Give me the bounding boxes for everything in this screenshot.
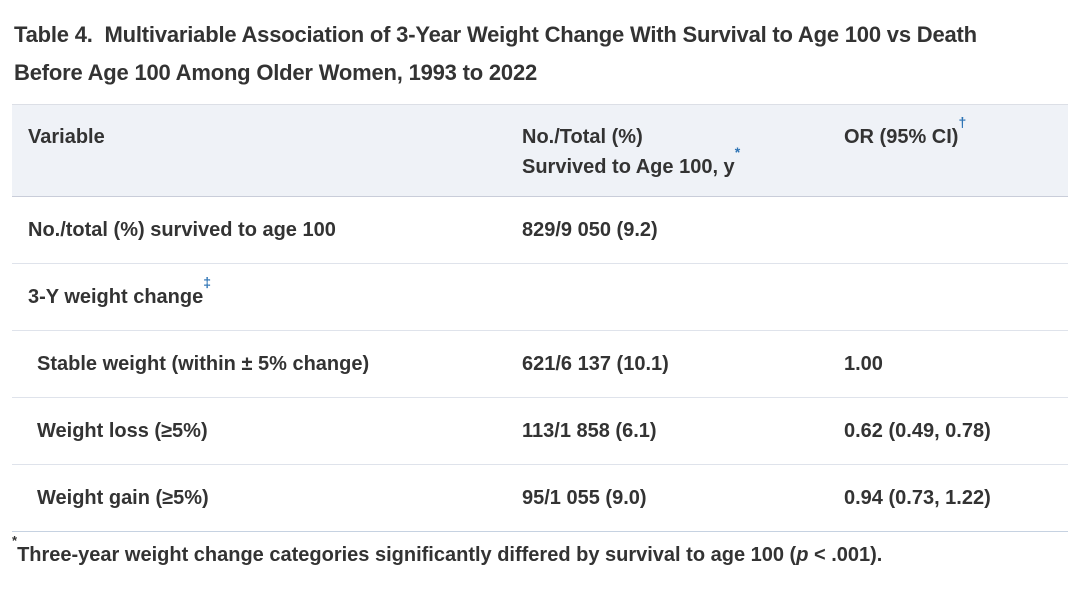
footnote-text-end: < .001). xyxy=(808,544,883,566)
cell-no-total: 621/6 137 (10.1) xyxy=(522,353,669,375)
table-title: Table 4. Multivariable Association of 3-… xyxy=(0,0,1080,92)
column-header-or-label: OR (95% CI) xyxy=(844,126,959,148)
double-dagger-footnote-marker: ‡ xyxy=(203,274,212,291)
cell-or: 1.00 xyxy=(844,353,883,375)
row-label: No./total (%) survived to age 100 xyxy=(12,197,522,264)
header-row: Variable No./Total (%) Survived to Age 1… xyxy=(12,104,1068,197)
cell-no-total: 95/1 055 (9.0) xyxy=(522,487,647,509)
row-label: Stable weight (within ± 5% change) xyxy=(12,331,522,398)
asterisk-footnote-marker: * xyxy=(734,144,741,161)
footnote-p-italic: p xyxy=(796,544,809,566)
column-header-no-total-line2: Survived to Age 100, y xyxy=(522,156,735,178)
table-footnote: *Three-year weight change categories sig… xyxy=(12,534,1080,569)
cell-or: 0.62 (0.49, 0.78) xyxy=(844,420,991,442)
cell-or: 0.94 (0.73, 1.22) xyxy=(844,487,991,509)
table-row-weight-loss: Weight loss (≥5%) 113/1 858 (6.1) 0.62 (… xyxy=(12,398,1068,465)
dagger-footnote-marker: † xyxy=(958,114,967,131)
data-table: Variable No./Total (%) Survived to Age 1… xyxy=(12,104,1068,532)
footnote-text-start: Three-year weight change categories sign… xyxy=(17,544,797,566)
table-row-weight-change-group: 3-Y weight change‡ xyxy=(12,264,1068,331)
column-header-no-total-line1: No./Total (%) xyxy=(522,126,643,148)
row-label: Weight loss (≥5%) xyxy=(12,398,522,465)
row-label: Weight gain (≥5%) xyxy=(12,465,522,532)
row-label-text: No./total (%) survived to age 100 xyxy=(28,219,336,241)
row-label-text: Stable weight (within ± 5% change) xyxy=(37,353,370,375)
cell-no-total xyxy=(522,264,844,331)
cell-or xyxy=(844,264,1068,331)
column-header-no-total: No./Total (%) Survived to Age 100, y* xyxy=(522,105,844,197)
cell-no-total: 113/1 858 (6.1) xyxy=(522,420,657,442)
table-row-weight-gain: Weight gain (≥5%) 95/1 055 (9.0) 0.94 (0… xyxy=(12,465,1068,532)
row-label-text: 3-Y weight change xyxy=(28,286,204,308)
table-row-survived-total: No./total (%) survived to age 100 829/9 … xyxy=(12,197,1068,264)
table-row-stable-weight: Stable weight (within ± 5% change) 621/6… xyxy=(12,331,1068,398)
cell-no-total: 829/9 050 (9.2) xyxy=(522,219,658,241)
table-title-line-2: Before Age 100 Among Older Women, 1993 t… xyxy=(14,60,538,85)
column-header-variable-label: Variable xyxy=(28,126,105,148)
table-title-line-1: Table 4. Multivariable Association of 3-… xyxy=(14,22,977,47)
row-label-text: Weight gain (≥5%) xyxy=(37,487,209,509)
cell-or xyxy=(844,197,1068,264)
row-label: 3-Y weight change‡ xyxy=(12,264,522,331)
footnote-asterisk-marker: * xyxy=(12,533,18,549)
column-header-or: OR (95% CI)† xyxy=(844,105,1068,197)
column-header-variable: Variable xyxy=(12,105,522,197)
row-label-text: Weight loss (≥5%) xyxy=(37,420,208,442)
